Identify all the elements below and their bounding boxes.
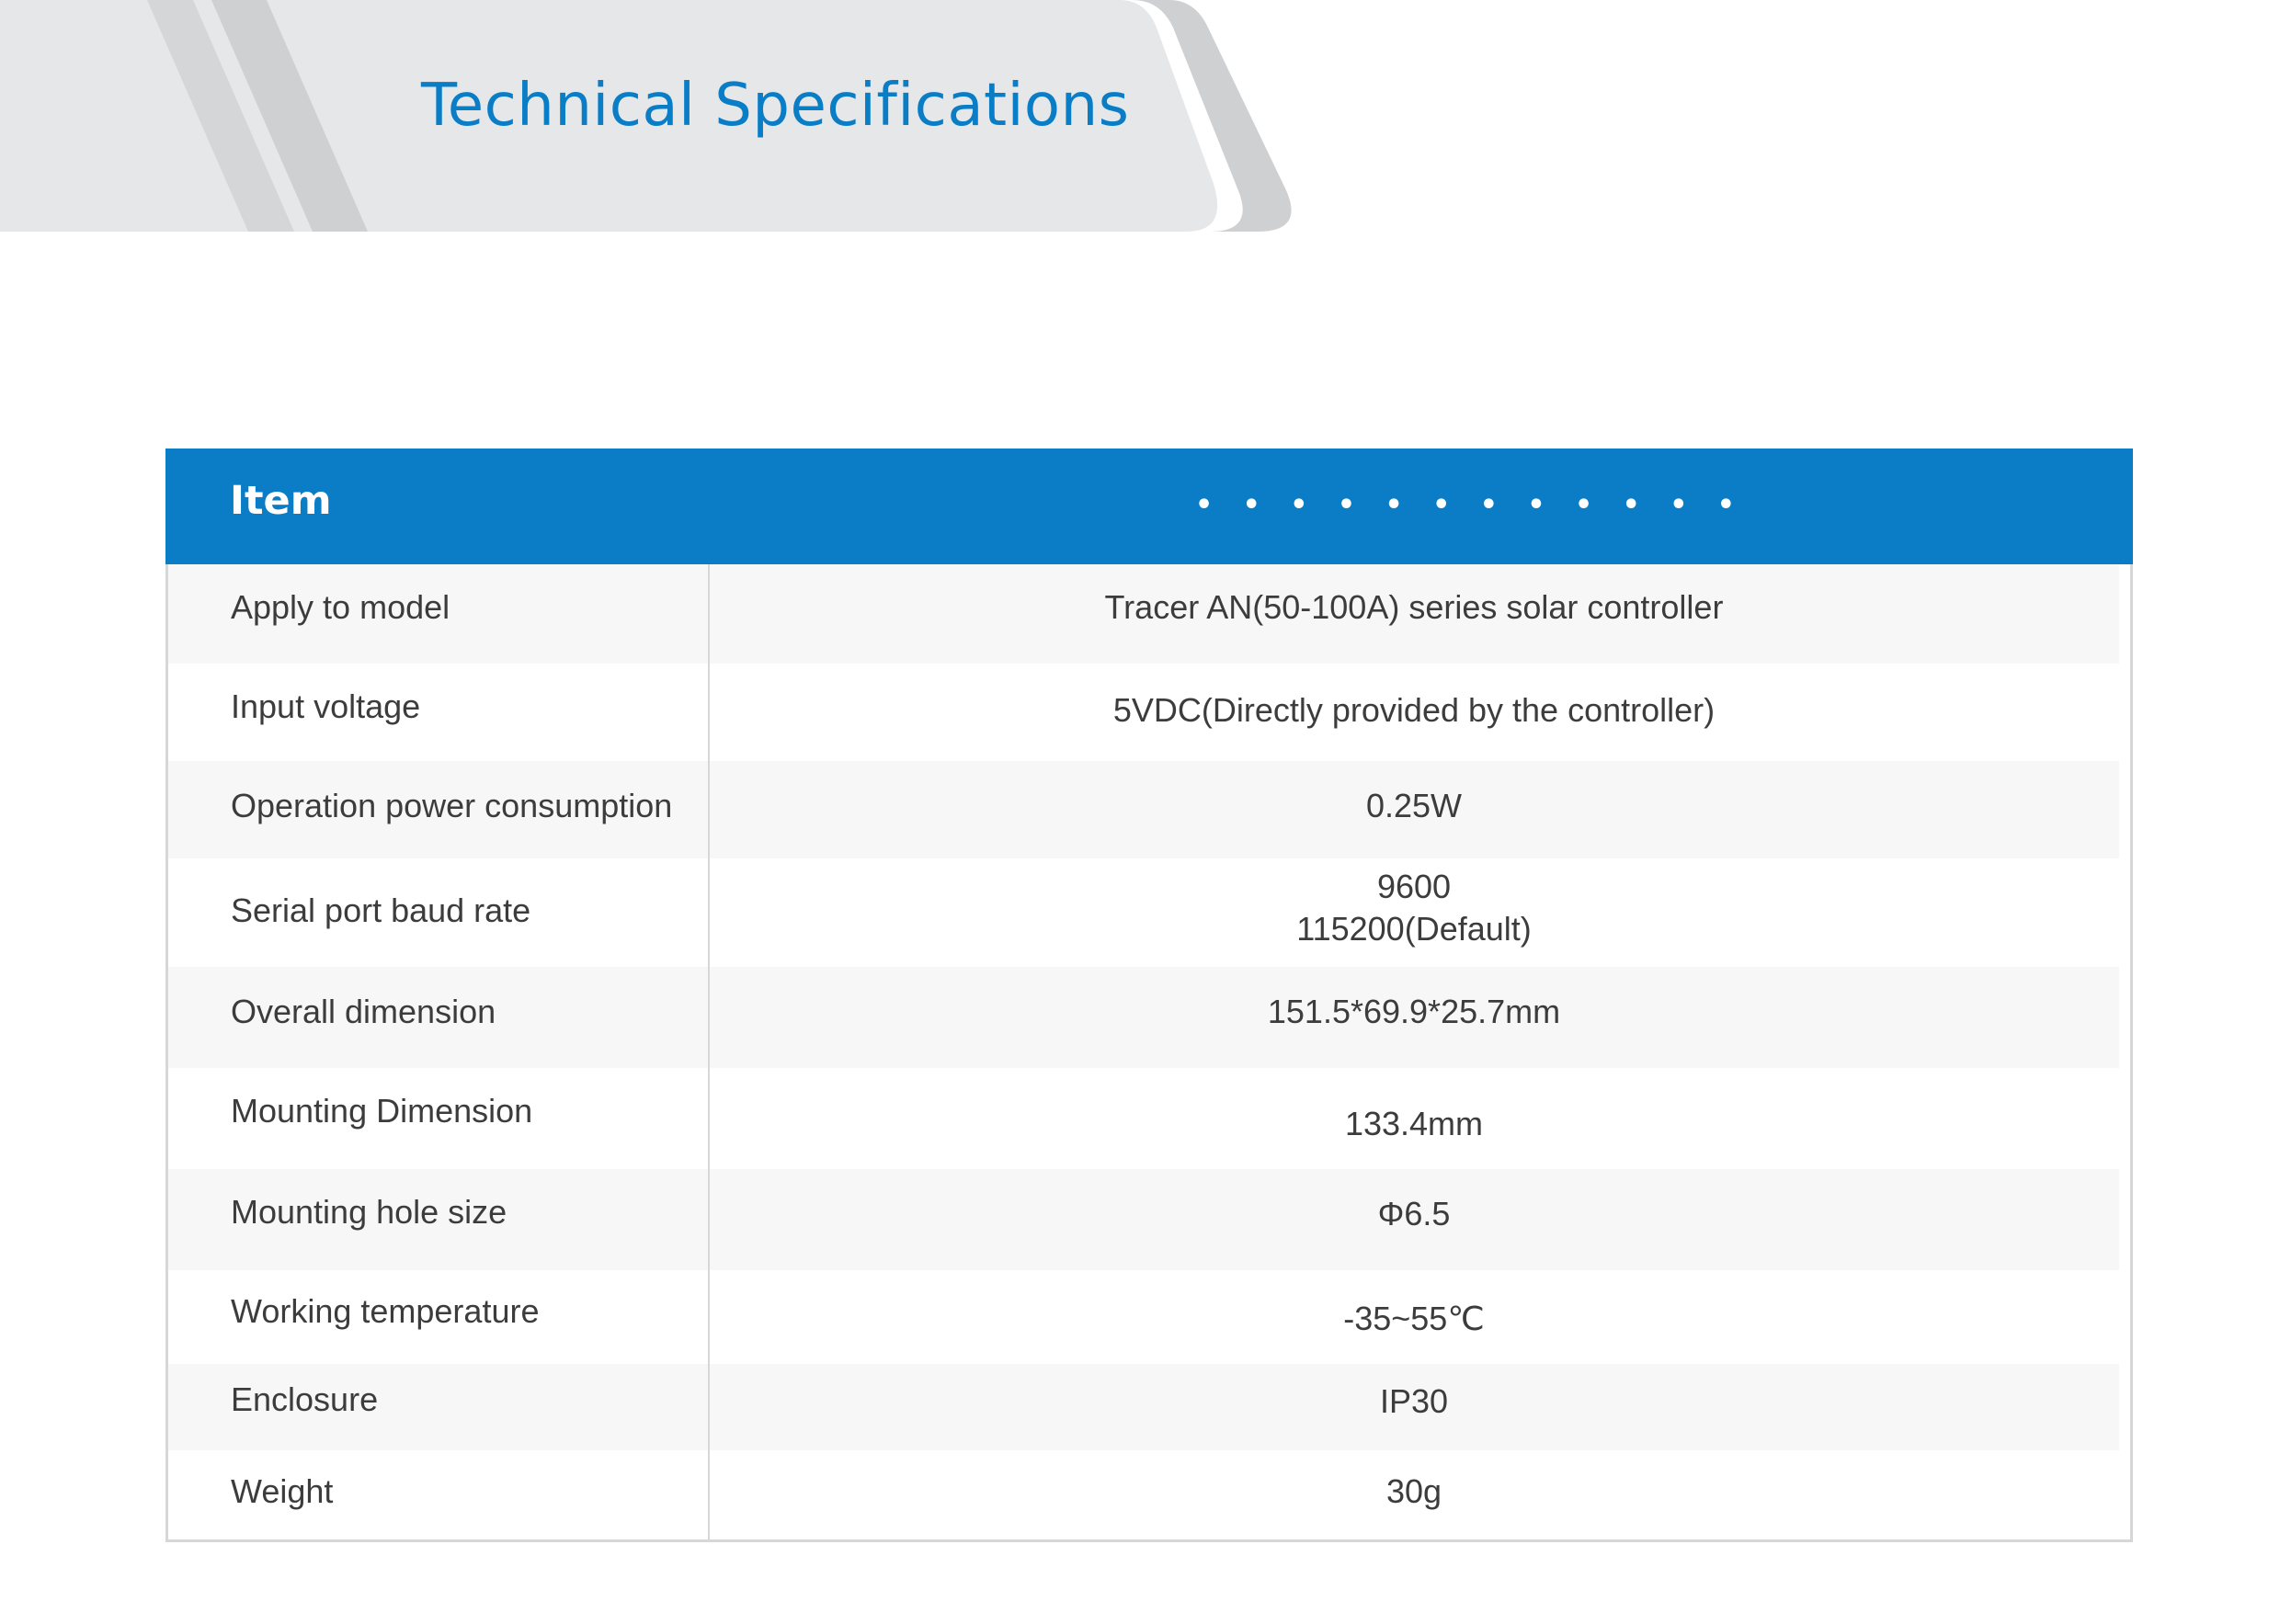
table-header: Item • • • • • • • • • • • • xyxy=(165,449,2133,564)
row-value-secondary: 115200(Default) xyxy=(1296,910,1532,948)
table-row: Apply to model Tracer AN(50-100A) series… xyxy=(168,564,2130,664)
row-label: Mounting Dimension xyxy=(231,1092,533,1130)
header-banner: Technical Specifications xyxy=(0,0,1305,239)
row-value: 9600 xyxy=(1376,868,1452,905)
table-row: Weight 30g xyxy=(168,1450,2130,1539)
row-value: Tracer AN(50-100A) series solar controll… xyxy=(1104,588,1724,626)
row-label: Enclosure xyxy=(231,1380,379,1418)
row-label: Operation power consumption xyxy=(231,787,673,824)
row-label: Mounting hole size xyxy=(231,1193,507,1231)
row-label: Weight xyxy=(231,1472,334,1510)
page-title: Technical Specifications xyxy=(421,72,1130,140)
row-value: 0.25W xyxy=(1365,787,1463,824)
row-value: 5VDC(Directly provided by the controller… xyxy=(1112,691,1716,729)
banner-shape xyxy=(0,0,1292,232)
row-value: 151.5*69.9*25.7mm xyxy=(1267,993,1561,1030)
row-value: Φ6.5 xyxy=(1377,1195,1451,1232)
row-value: 133.4mm xyxy=(1344,1105,1484,1142)
column-header-item: Item xyxy=(230,478,332,524)
column-header-dots: • • • • • • • • • • • • xyxy=(1195,489,1745,521)
table-rows: Apply to model Tracer AN(50-100A) series… xyxy=(168,564,2130,1539)
row-label: Overall dimension xyxy=(231,993,496,1030)
row-value: 30g xyxy=(1385,1472,1442,1510)
row-label: Working temperature xyxy=(231,1292,540,1330)
table-row: Input voltage 5VDC(Directly provided by … xyxy=(168,664,2130,761)
table-row: Serial port baud rate 9600 115200(Defaul… xyxy=(168,858,2130,967)
table-row: Working temperature -35~55℃ xyxy=(168,1270,2130,1364)
table-row: Mounting hole size Φ6.5 xyxy=(168,1169,2130,1270)
table-row: Overall dimension 151.5*69.9*25.7mm xyxy=(168,967,2130,1068)
row-label: Apply to model xyxy=(231,588,450,626)
table-row: Operation power consumption 0.25W xyxy=(168,761,2130,858)
table-row: Mounting Dimension 133.4mm xyxy=(168,1068,2130,1169)
spec-table: Item • • • • • • • • • • • • Apply to mo… xyxy=(165,449,2133,1542)
row-label: Input voltage xyxy=(231,687,421,725)
column-divider xyxy=(708,564,710,1539)
row-label: Serial port baud rate xyxy=(231,891,531,929)
row-value: -35~55℃ xyxy=(1343,1300,1485,1337)
table-row: Enclosure IP30 xyxy=(168,1364,2130,1450)
row-value: IP30 xyxy=(1379,1382,1449,1420)
